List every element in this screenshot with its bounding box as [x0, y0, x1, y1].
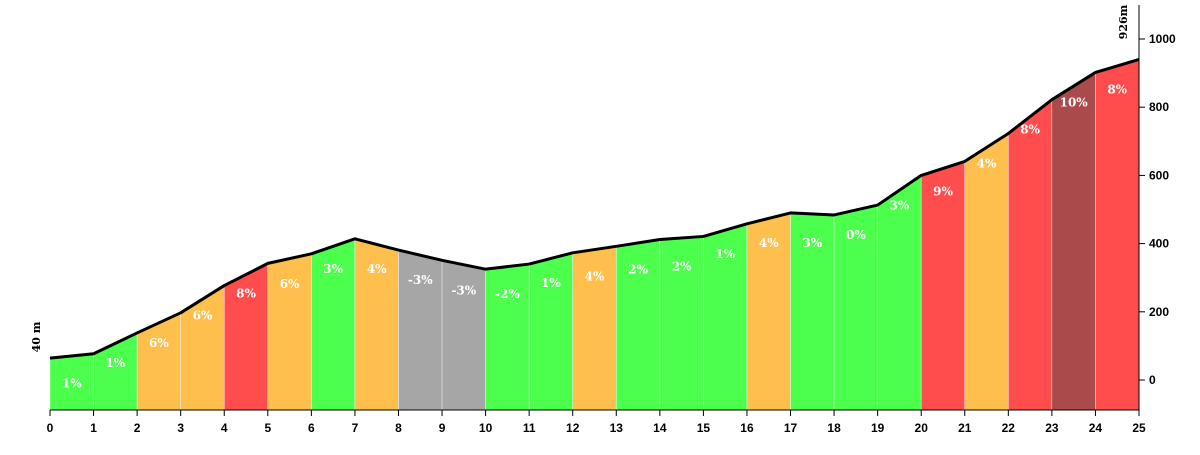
x-tick-label: 15: [697, 421, 711, 435]
grade-segments: [49, 59, 1140, 411]
grade-segment: [136, 312, 181, 411]
y-tick-label: 200: [1149, 305, 1169, 319]
grade-label: 6%: [193, 309, 213, 323]
grade-segment: [180, 285, 225, 411]
x-axis: 0 1 2 3 4 5 6 7 8 9 10 11 12 13 14 15 16 17 18 19 20 21 22 23 24…: [47, 409, 1146, 435]
start-elevation-label: 40 m: [30, 321, 43, 352]
grade-label: -2%: [495, 287, 520, 301]
x-tick-label: 1: [90, 421, 97, 435]
x-tick-label: 5: [264, 421, 271, 435]
x-tick-label: 0: [47, 421, 54, 435]
x-tick-label: 7: [352, 421, 359, 435]
grade-segment: [1051, 72, 1096, 411]
x-tick-label: 4: [221, 421, 228, 435]
x-tick-label: 8: [395, 421, 402, 435]
y-tick-label: 400: [1149, 237, 1169, 251]
x-tick-label: 6: [308, 421, 315, 435]
grade-segment: [921, 161, 965, 411]
grade-label: -3%: [408, 273, 433, 287]
elevation-line: [49, 58, 1140, 360]
grade-label: 0%: [846, 228, 866, 242]
y-tick-label: 800: [1149, 100, 1169, 114]
grade-label: -3%: [451, 283, 476, 297]
grade-label: 2%: [628, 263, 648, 277]
grade-segment: [964, 133, 1009, 411]
grade-segment: [1008, 99, 1053, 411]
grade-label: 4%: [585, 269, 605, 283]
x-tick-label: 14: [653, 421, 667, 435]
grade-label: 6%: [280, 277, 300, 291]
grade-label: 8%: [1107, 82, 1127, 96]
x-tick-label: 19: [871, 421, 885, 435]
x-tick-label: 3: [177, 421, 184, 435]
x-tick-label: 12: [566, 421, 580, 435]
grade-label: 10%: [1060, 95, 1089, 109]
x-tick-label: 21: [958, 421, 972, 435]
grade-label: 1%: [715, 247, 735, 261]
grade-label: 3%: [890, 198, 910, 212]
y-tick-label: 0: [1149, 373, 1156, 387]
y-tick-label: 600: [1149, 168, 1169, 182]
grade-label: 9%: [933, 184, 953, 198]
grade-labels: 1% 1% 6% 6% 8% 6% 3% 4% -3% -3% -2% 1% 4% 2% 2% 1% 4% 3% 0…: [62, 82, 1128, 390]
grade-label: 4%: [367, 262, 387, 276]
x-tick-label: 23: [1045, 421, 1059, 435]
grade-label: 4%: [759, 236, 779, 250]
x-tick-label: 20: [915, 421, 929, 435]
x-tick-label: 16: [740, 421, 754, 435]
grade-segment: [224, 263, 268, 411]
grade-label: 1%: [62, 377, 82, 391]
end-elevation-label: 926m: [1117, 4, 1130, 39]
x-tick-label: 13: [610, 421, 624, 435]
x-tick-label: 10: [479, 421, 493, 435]
y-tick-label: 1000: [1149, 32, 1176, 46]
x-tick-label: 9: [439, 421, 446, 435]
x-tick-label: 22: [1002, 421, 1016, 435]
grade-label: 2%: [672, 259, 692, 273]
grade-label: 6%: [149, 336, 169, 350]
y-axis: 0 200 400 600 800 1000: [1138, 5, 1176, 410]
grade-segment: [1095, 59, 1140, 411]
x-tick-label: 24: [1089, 421, 1103, 435]
grade-label: 4%: [977, 156, 997, 170]
x-tick-label: 11: [523, 421, 536, 435]
grade-label: 8%: [1020, 123, 1040, 137]
grade-label: 1%: [541, 276, 561, 290]
grade-segment: [485, 263, 530, 411]
grade-label: 1%: [105, 356, 125, 370]
grade-label: 3%: [802, 236, 822, 250]
x-tick-label: 18: [827, 421, 841, 435]
grade-label: 3%: [323, 262, 343, 276]
x-tick-label: 17: [784, 421, 798, 435]
grade-label: 8%: [236, 286, 256, 300]
x-tick-label: 25: [1132, 421, 1146, 435]
x-tick-label: 2: [134, 421, 141, 435]
